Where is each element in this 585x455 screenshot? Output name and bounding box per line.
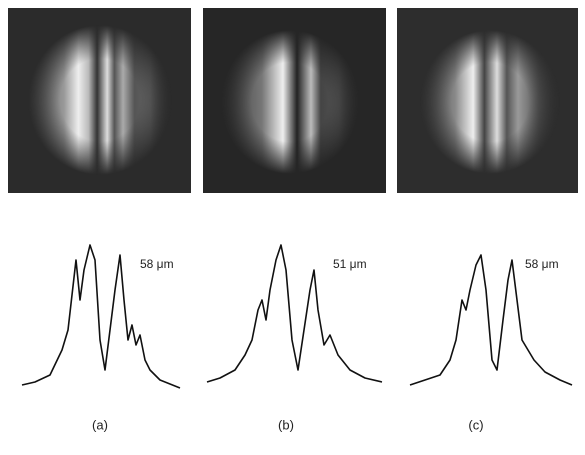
image-panel xyxy=(203,8,386,193)
panel-caption: (a) xyxy=(92,417,108,432)
image-panel xyxy=(8,8,191,193)
intensity-profile xyxy=(409,254,573,386)
width-label: 58 μm xyxy=(140,257,174,271)
image-panel xyxy=(397,8,578,193)
width-label: 51 μm xyxy=(333,257,367,271)
intensity-profile xyxy=(21,244,181,389)
panel-caption: (c) xyxy=(468,417,483,432)
width-label: 58 μm xyxy=(525,257,559,271)
panel-caption: (b) xyxy=(278,417,294,432)
intensity-profile xyxy=(206,244,383,383)
